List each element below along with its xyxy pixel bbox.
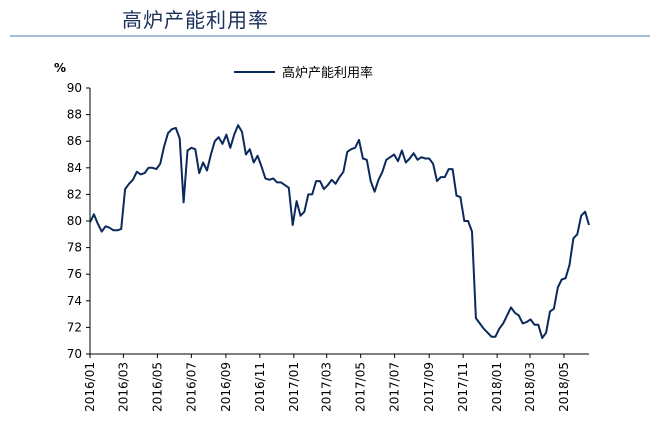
y-tick-label: 82 [67,187,82,201]
x-tick-label: 2016/01 [83,362,97,412]
series-layer [89,124,590,339]
x-axis-ticks: 2016/01 2016/03 2016/05 2016/07 2016/09 2016/… [83,354,571,412]
y-tick-label: 88 [67,108,82,122]
y-tick-label: 72 [67,320,82,334]
y-tick-label: 70 [67,347,82,361]
y-tick-label: 84 [67,161,82,175]
x-tick-label: 2017/09 [422,362,436,412]
page-title: 高炉产能利用率 [122,8,269,32]
x-tick-label: 2016/03 [116,362,130,412]
y-axis-unit-label: % [54,61,66,75]
legend: 高炉产能利用率 [234,65,373,81]
x-tick-label: 2018/03 [523,362,537,412]
y-tick-label: 86 [67,134,82,148]
legend-label: 高炉产能利用率 [282,65,373,81]
y-tick-label: 78 [67,241,82,255]
y-axis-ticks: 70 72 74 76 78 80 82 84 86 88 90 [67,81,90,361]
title-divider [10,35,650,37]
x-tick-label: 2017/11 [456,362,470,412]
y-tick-label: 80 [67,214,82,228]
series-line [89,124,590,339]
x-tick-label: 2017/03 [320,362,334,412]
x-tick-label: 2016/09 [219,362,233,412]
y-tick-label: 90 [67,81,82,95]
y-tick-label: 76 [67,267,82,281]
x-tick-label: 2018/05 [557,362,571,412]
y-tick-label: 74 [67,294,82,308]
x-tick-label: 2017/01 [287,362,301,412]
x-tick-label: 2016/05 [150,362,164,412]
x-tick-label: 2017/05 [354,362,368,412]
x-tick-label: 2017/07 [388,362,402,412]
x-tick-label: 2016/11 [253,362,267,412]
x-tick-label: 2018/01 [490,362,504,412]
axes [89,88,589,355]
x-tick-label: 2016/07 [184,362,198,412]
